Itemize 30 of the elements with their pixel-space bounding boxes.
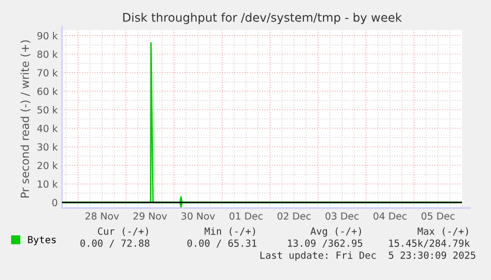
y-tick-label: 70 k	[38, 68, 58, 76]
text: Max (-/+)	[418, 227, 468, 236]
text: 15.45k/284.79k	[389, 239, 470, 248]
legend-label: Bytes	[28, 236, 56, 246]
text: Last update: Fri Dec 5 23:30:09 2025	[260, 251, 476, 261]
y-tick-label: 80 k	[37, 50, 58, 58]
x-tick-label: 02 Dec	[278, 212, 311, 220]
y-tick-label: 50 k	[37, 106, 58, 114]
y-tick-label: 20 k	[37, 162, 58, 170]
x-tick-label: 03 Dec	[326, 212, 359, 220]
x-tick-label: 30 Nov	[182, 212, 215, 220]
y-tick-label: 10 k	[38, 180, 58, 188]
y-tick-label: 60 k	[37, 87, 58, 96]
x-tick-label: 04 Dec	[374, 212, 407, 220]
text: 0.00 / 65.31	[187, 239, 256, 248]
y-tick-label: 90 k	[37, 32, 58, 40]
text: Avg (-/+)	[310, 227, 361, 237]
text: Min (-/+)	[204, 227, 255, 236]
y-tick-label: 40 k	[37, 124, 58, 132]
text: 0.00 / 72.88	[80, 239, 150, 248]
y-axis-title: Pr second read (-) / write (+)	[20, 40, 30, 198]
x-tick-label: 29 Nov	[133, 212, 167, 220]
x-tick-label: 28 Nov	[85, 212, 119, 220]
y-tick-label: 30 k	[37, 143, 58, 151]
text: 13.09 /362.95	[288, 239, 362, 248]
x-tick-label: 01 Dec	[230, 212, 263, 220]
text: Cur (-/+)	[98, 227, 148, 236]
x-tick-label: 05 Dec	[422, 212, 455, 220]
chart-title: Disk throughput for /dev/system/tmp - by week	[123, 12, 402, 24]
y-tick-label: 0	[52, 198, 58, 206]
